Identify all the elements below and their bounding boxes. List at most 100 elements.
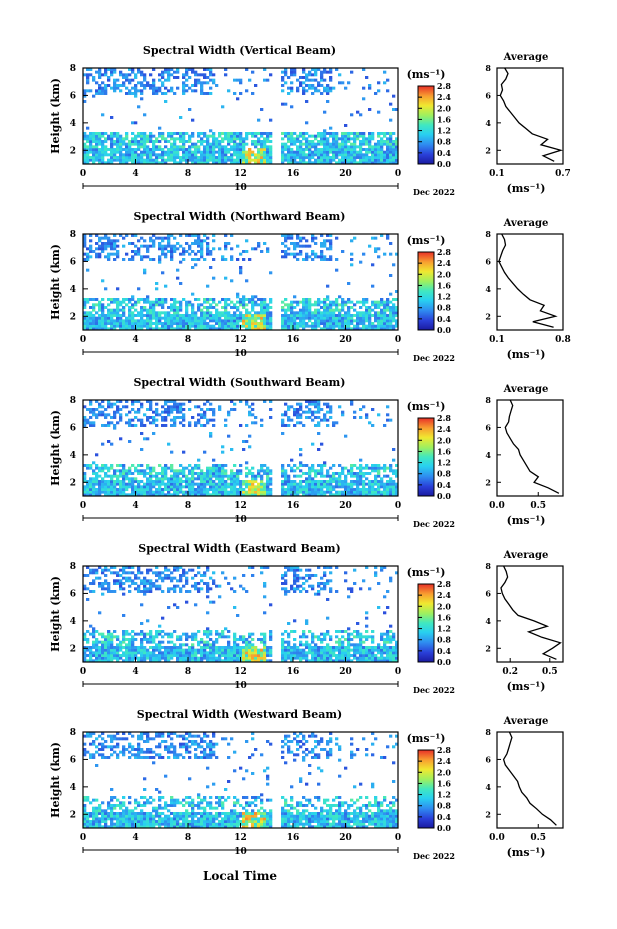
heatmap-cell — [125, 400, 129, 403]
heatmap-cell — [83, 480, 87, 483]
heatmap-cell — [335, 319, 339, 323]
heatmap-cell — [386, 405, 390, 409]
heatmap-cell — [260, 308, 264, 312]
heatmap-cell — [293, 464, 297, 467]
heatmap-cell — [308, 319, 312, 323]
heatmap-cell — [296, 234, 300, 237]
heatmap-cell — [332, 314, 336, 317]
heatmap-cell — [308, 73, 312, 77]
heatmap-cell — [353, 148, 357, 151]
heatmap-cell — [104, 132, 108, 135]
heatmap-cell — [206, 632, 210, 636]
heatmap-cell — [347, 469, 351, 473]
heatmap-cell — [389, 140, 393, 143]
profile-title: Average — [503, 384, 549, 395]
heatmap-cell — [116, 648, 120, 652]
heatmap-cell — [104, 86, 108, 90]
heatmap-cell — [83, 89, 87, 93]
heatmap-cell — [119, 579, 123, 583]
heatmap-cell — [119, 140, 123, 143]
heatmap-cell — [362, 316, 366, 320]
heatmap-cell — [323, 480, 327, 483]
heatmap-cell — [122, 311, 126, 315]
heatmap-cell — [227, 659, 231, 663]
heatmap-cell — [269, 153, 273, 157]
heatmap-cell — [287, 416, 291, 419]
heatmap-cell — [251, 300, 255, 304]
heatmap-cell — [125, 86, 129, 90]
heatmap-cell — [203, 239, 207, 243]
heatmap-cell — [374, 464, 378, 467]
heatmap-cell — [200, 654, 204, 657]
heatmap-cell — [200, 472, 204, 475]
heatmap-cell — [329, 158, 333, 162]
heatmap-cell — [212, 480, 216, 483]
heatmap-cell — [317, 308, 321, 312]
heatmap-cell — [122, 405, 126, 409]
heatmap-cell — [176, 646, 180, 649]
heatmap-cell — [194, 574, 198, 577]
heatmap-cell — [260, 638, 264, 641]
heatmap-cell — [329, 416, 333, 419]
heatmap-cell — [206, 482, 210, 486]
heatmap-cell — [104, 150, 108, 154]
heatmap-cell — [182, 132, 186, 135]
heatmap-cell — [143, 493, 147, 497]
heatmap-cell — [245, 303, 249, 307]
heatmap-cell — [212, 324, 216, 328]
heatmap-cell — [206, 327, 210, 331]
heatmap-cell — [266, 474, 270, 478]
heatmap-cell — [380, 303, 384, 307]
heatmap-cell — [113, 234, 117, 237]
heatmap-cell — [143, 638, 147, 641]
heatmap-cell — [302, 258, 306, 261]
heatmap-cell — [164, 424, 168, 427]
heatmap-cell — [110, 566, 114, 569]
heatmap-cell — [206, 584, 210, 588]
heatmap-cell — [380, 150, 384, 154]
heatmap-cell — [212, 145, 216, 149]
heatmap-cell — [155, 324, 159, 328]
heatmap-cell — [92, 651, 96, 655]
heatmap-cell — [116, 638, 120, 641]
heatmap-cell — [386, 493, 390, 497]
heatmap-cell — [311, 150, 315, 154]
colorbar-tick-label: 2.8 — [437, 413, 451, 423]
heatmap-cell — [104, 474, 108, 478]
heatmap-cell — [92, 303, 96, 307]
heatmap-cell — [233, 651, 237, 655]
heatmap-cell — [143, 656, 147, 660]
heatmap-cell — [146, 255, 150, 259]
heatmap-cell — [119, 303, 123, 307]
heatmap-cell — [197, 630, 201, 633]
heatmap-cell — [389, 142, 393, 146]
heatmap-cell — [281, 316, 285, 320]
heatmap-cell — [104, 416, 108, 419]
heatmap-cell — [296, 89, 300, 93]
heatmap-cell — [395, 156, 399, 159]
heatmap-cell — [296, 156, 300, 159]
heatmap-cell — [152, 158, 156, 162]
heatmap-cell — [104, 145, 108, 149]
heatmap-cell — [161, 416, 165, 419]
heatmap-cell — [281, 150, 285, 154]
heatmap-cell — [248, 319, 252, 323]
heatmap-cell — [212, 579, 216, 583]
heatmap-cell — [236, 244, 240, 248]
heatmap-cell — [257, 638, 261, 641]
heatmap-cell — [251, 656, 255, 660]
heatmap-cell — [170, 258, 174, 261]
heatmap-cell — [215, 464, 219, 467]
heatmap-cell — [170, 466, 174, 470]
heatmap-cell — [119, 319, 123, 323]
heatmap-cell — [287, 314, 291, 317]
heatmap-cell — [176, 311, 180, 315]
heatmap-cell — [257, 482, 261, 486]
heatmap-cell — [305, 161, 309, 165]
heatmap-cell — [326, 308, 330, 312]
heatmap-cell — [137, 81, 141, 85]
heatmap-cell — [347, 485, 351, 489]
heatmap-cell — [113, 327, 117, 331]
heatmap-cell — [143, 148, 147, 151]
heatmap-cell — [152, 571, 156, 575]
